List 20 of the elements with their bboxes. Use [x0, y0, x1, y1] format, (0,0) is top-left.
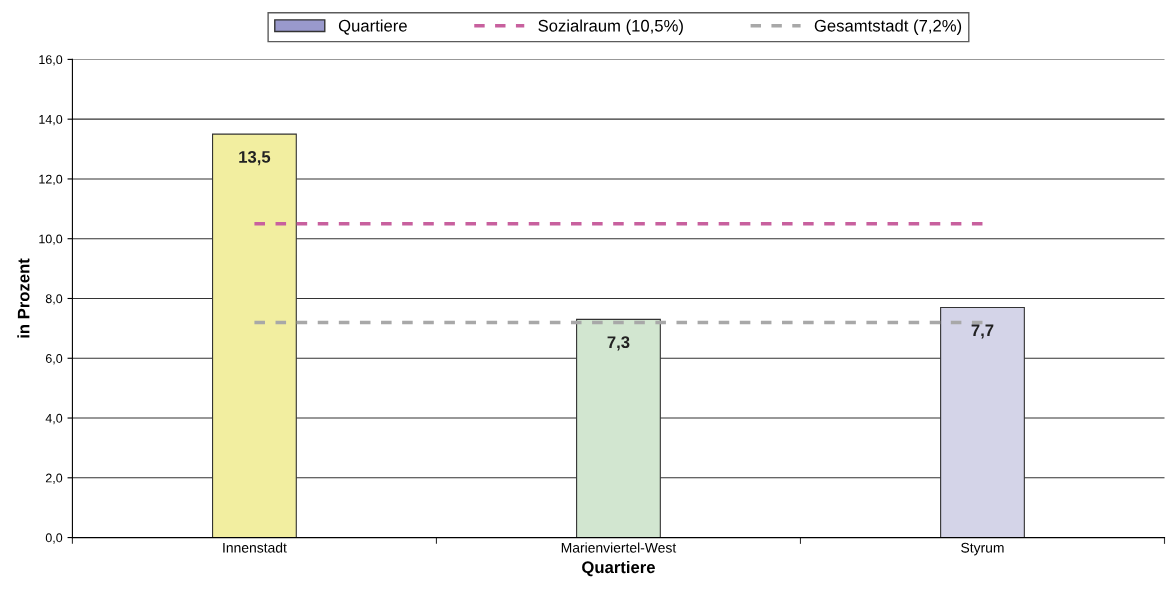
data-label: 13,5 — [239, 150, 271, 166]
y-tick-label: 0,0 — [45, 533, 63, 544]
y-tick-label: 16,0 — [39, 55, 63, 66]
y-tick-label: 14,0 — [39, 114, 63, 126]
y-tick-label: 4,0 — [45, 413, 63, 425]
data-label: 7,3 — [607, 336, 630, 351]
x-tick-label: Marienviertel-West — [561, 542, 677, 553]
y-axis-title: in Prozent — [17, 258, 30, 338]
text: Quartiere — [338, 19, 407, 35]
y-tick-label: 6,0 — [45, 354, 63, 365]
legend-label: Gesamtstadt (7,2%) — [814, 19, 962, 35]
y-tick-label: 12,0 — [39, 174, 63, 186]
y-tick-label: 8,0 — [45, 294, 63, 305]
x-tick-label: Styrum — [961, 542, 1004, 556]
x-tick-label: Innenstadt — [223, 542, 287, 553]
y-tick-label: 10,0 — [39, 234, 63, 245]
data-label: 7,7 — [971, 324, 994, 339]
legend-label: Sozialraum (10,5%) — [538, 19, 683, 35]
x-axis-title: Quartiere — [582, 560, 655, 577]
y-tick-label: 2,0 — [45, 473, 63, 484]
